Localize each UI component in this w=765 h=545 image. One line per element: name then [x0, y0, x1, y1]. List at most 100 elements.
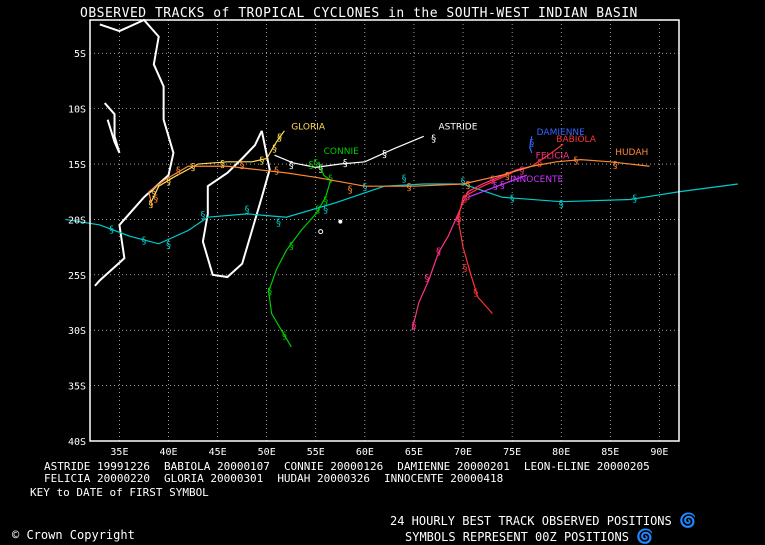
track-line	[411, 163, 542, 331]
track-line	[274, 135, 424, 168]
cyclone-symbol-icon: §	[406, 182, 412, 193]
lon-tick-label: 85E	[601, 447, 619, 458]
map-title: OBSERVED TRACKS of TROPICAL CYCLONES in …	[80, 6, 638, 21]
cyclone-symbol-icon: §	[288, 241, 294, 252]
storm-label: ASTRIDE	[438, 123, 477, 133]
cyclone-symbol-icon: §	[281, 331, 287, 342]
africa-coastline	[94, 18, 175, 287]
cyclone-symbol-icon: §	[401, 173, 407, 184]
track-felicia: §§§§§§§FELICIA	[411, 151, 570, 331]
cyclone-symbol-icon: §	[166, 240, 172, 251]
legend-entry: HUDAH 20000326	[277, 472, 371, 485]
lake-malawi-outline	[103, 102, 121, 154]
cyclone-symbol-icon: §	[537, 158, 543, 169]
cyclone-symbol-icon: §	[431, 133, 437, 144]
lat-tick-label: 30S	[68, 326, 86, 337]
track-line	[457, 172, 513, 314]
lon-tick-label: 70E	[454, 447, 472, 458]
cyclone-symbol-icon: §	[308, 160, 314, 171]
madagascar-coastline	[201, 130, 271, 279]
lon-tick-label: 35E	[110, 447, 128, 458]
storm-label: INNOCENTE	[510, 175, 563, 185]
reunion-island	[318, 229, 324, 235]
lon-tick-label: 80E	[552, 447, 570, 458]
coastline	[94, 18, 343, 287]
track-line	[148, 158, 650, 207]
cyclone-symbol-icon: §	[465, 180, 471, 191]
lon-tick-label: 55E	[307, 447, 325, 458]
cyclone-symbol-icon: §	[272, 143, 278, 154]
cyclone-symbol-icon: §	[190, 162, 196, 173]
cyclone-symbol-icon: §	[465, 191, 471, 202]
storm-label: GLORIA	[291, 123, 326, 133]
cyclone-symbol-icon: §	[573, 156, 579, 167]
track-line	[65, 183, 738, 245]
cyclone-tracks: §§§§§ASTRIDE§BABIOLA§§§§§§§§CONNIE§DAMIE…	[65, 123, 738, 348]
footer-line-2: SYMBOLS REPRESENT 00Z POSITIONS 🌀	[405, 529, 654, 545]
cyclone-symbol-icon: 🌀	[636, 529, 654, 545]
cyclone-symbol-icon: §	[327, 173, 333, 184]
lat-tick-label: 15S	[68, 160, 86, 171]
cyclone-symbol-icon: §	[529, 138, 535, 149]
legend-row-2: FELICIA 20000220 GLORIA 20000301 HUDAH 200…	[44, 472, 517, 485]
legend-entry: LEON-ELINE 20000205	[523, 460, 650, 473]
lon-tick-label: 60E	[356, 447, 374, 458]
cyclone-symbol-icon: §	[274, 166, 280, 177]
legend-entry: FELICIA 20000220	[44, 472, 150, 485]
cyclone-symbol-icon: §	[612, 160, 618, 171]
legend-row-1: ASTRIDE 19991226 BABIOLA 20000107 CONNIE 2…	[44, 460, 664, 473]
cyclone-symbol-icon: §	[275, 218, 281, 229]
legend-key: KEY to DATE of FIRST SYMBOL	[30, 486, 209, 499]
cyclone-symbol-icon: §	[519, 166, 525, 177]
cyclone-symbol-icon: §	[323, 195, 329, 206]
cyclone-symbol-icon: §	[141, 235, 147, 246]
lon-tick-label: 40E	[160, 447, 178, 458]
cyclone-symbol-icon: §	[276, 132, 282, 143]
cyclone-symbol-icon: §	[347, 184, 353, 195]
cyclone-symbol-icon: §	[220, 159, 226, 170]
legend-entry: ASTRIDE 19991226	[44, 460, 150, 473]
cyclone-symbol-icon: §	[288, 160, 294, 171]
cyclone-symbol-icon: §	[166, 177, 172, 188]
footer-line-1: 24 HOURLY BEST TRACK OBSERVED POSITIONS …	[390, 513, 697, 529]
lon-tick-label: 65E	[405, 447, 423, 458]
legend-entry: GLORIA 20000301	[163, 472, 264, 485]
cyclone-symbol-icon: §	[462, 263, 468, 274]
lat-tick-label: 35S	[68, 382, 86, 393]
map-grid	[90, 20, 679, 442]
cyclone-symbol-icon: §	[153, 193, 159, 204]
cyclone-symbol-icon: §	[499, 180, 505, 191]
lat-tick-label: 5S	[74, 49, 86, 60]
cyclone-symbol-icon: §	[109, 224, 115, 235]
cyclone-symbol-icon: §	[151, 188, 157, 199]
cyclone-symbol-icon: §	[462, 193, 468, 204]
storm-label: HUDAH	[615, 148, 648, 158]
cyclone-symbol-icon: §	[489, 174, 495, 185]
cyclone-symbol-icon: §	[460, 177, 466, 188]
cyclone-symbol-icon: §	[315, 204, 321, 215]
lat-tick-label: 25S	[68, 271, 86, 282]
lon-tick-label: 75E	[503, 447, 521, 458]
axis-ticks: 35E 40E 45E 50E 55E 60E 65E 70E 75E 80E 85E 90E 5S 10…	[68, 49, 668, 458]
lon-tick-label: 50E	[258, 447, 276, 458]
lon-tick-label: 90E	[650, 447, 668, 458]
storm-label: DAMIENNE	[537, 128, 585, 138]
cyclone-symbol-icon: §	[435, 246, 441, 257]
cyclone-symbol-icon: §	[509, 193, 515, 204]
copyright-text: © Crown Copyright	[12, 528, 135, 542]
track-line	[467, 174, 528, 198]
cyclone-symbol-icon: §	[239, 160, 245, 171]
cyclone-symbol-icon: §	[362, 182, 368, 193]
legend-entry: INNOCENTE 20000418	[384, 472, 504, 485]
cyclone-symbol-icon: §	[492, 181, 498, 192]
cyclone-symbol-icon: §	[259, 156, 265, 167]
track-hudah: §§§§§§§§§§HUDAH	[148, 148, 650, 207]
cyclone-symbol-icon: §	[504, 171, 510, 182]
track-line	[268, 161, 332, 348]
legend-entry: BABIOLA 20000107	[163, 460, 270, 473]
map-frame	[89, 19, 680, 442]
cyclone-symbol-icon: §	[424, 273, 430, 284]
cyclone-symbol-icon: §	[558, 199, 564, 210]
track-leon-eline: §§§§§§§§§§§§§	[65, 173, 738, 251]
